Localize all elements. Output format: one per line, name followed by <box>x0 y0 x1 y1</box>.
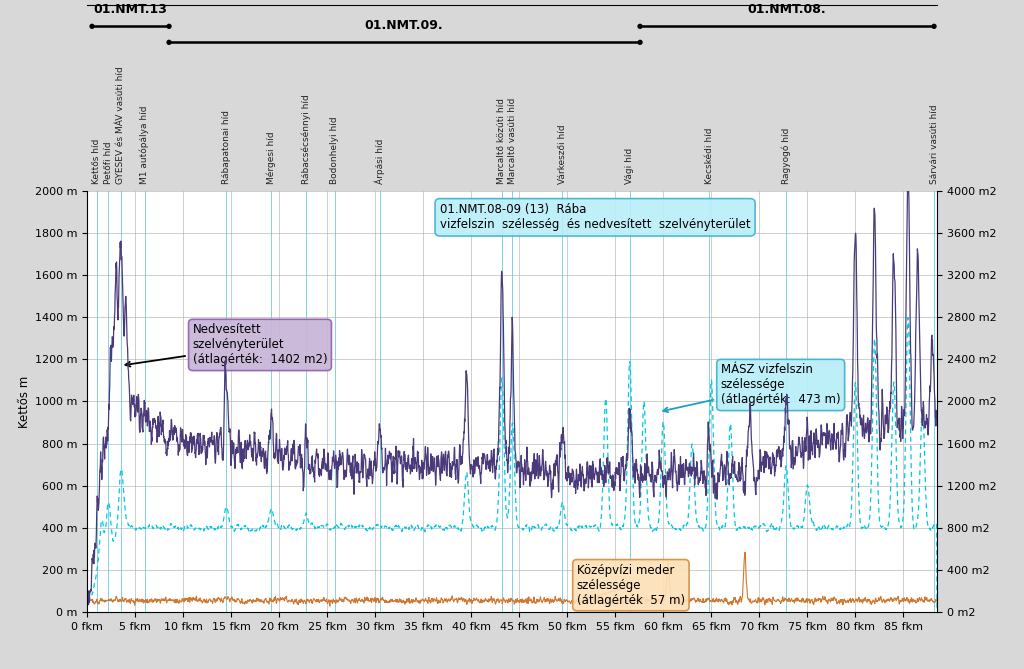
Text: Kettős híd: Kettős híd <box>92 138 101 184</box>
Text: Várkeszői híd: Várkeszői híd <box>558 124 567 184</box>
Text: ●: ● <box>89 23 95 29</box>
Text: 01.NMT.08.: 01.NMT.08. <box>748 3 826 15</box>
Text: ●: ● <box>166 23 172 29</box>
Text: Petőfi híd: Petőfi híd <box>103 141 113 184</box>
Text: Középvízi meder
szélessége
(átlagérték  57 m): Középvízi meder szélessége (átlagérték 5… <box>577 564 685 607</box>
Text: Rábapatonai híd: Rábapatonai híd <box>222 110 230 184</box>
Text: Nedvesített
szelvényterület
(átlagérték:  1402 m2): Nedvesített szelvényterület (átlagérték:… <box>125 323 328 367</box>
Text: Árpási híd: Árpási híd <box>375 138 385 184</box>
Text: Bodonhelyi híd: Bodonhelyi híd <box>331 116 339 184</box>
Text: 01.NMT.08-09 (13)  Rába
vizfelszin  szélesség  és nedvesített  szelvényterület: 01.NMT.08-09 (13) Rába vizfelszin széles… <box>439 203 751 231</box>
Text: Marcaltő közúti híd: Marcaltő közúti híd <box>498 98 507 184</box>
Text: ●: ● <box>636 39 642 45</box>
Text: 01.NMT.13: 01.NMT.13 <box>93 3 167 15</box>
Text: Mérgesi híd: Mérgesi híd <box>266 131 276 184</box>
Text: ●: ● <box>166 39 172 45</box>
Text: M1 autópálya híd: M1 autópálya híd <box>140 106 150 184</box>
Text: Ragyogó híd: Ragyogó híd <box>781 128 791 184</box>
Text: ●: ● <box>931 23 937 29</box>
Y-axis label: Kettős m: Kettős m <box>17 375 31 427</box>
Text: Vági híd: Vági híd <box>625 148 634 184</box>
Text: ●: ● <box>636 23 642 29</box>
Text: Marcaltő vasúti híd: Marcaltő vasúti híd <box>508 98 517 184</box>
Text: 01.NMT.09.: 01.NMT.09. <box>365 19 443 31</box>
Text: Rábacsécsénnyi híd: Rábacsécsénnyi híd <box>301 94 310 184</box>
Text: GYESEV és MÁV vasúti híd: GYESEV és MÁV vasúti híd <box>116 66 125 184</box>
Text: Kecskédi híd: Kecskédi híd <box>705 128 714 184</box>
Text: MÁSZ vizfelszin
szélessége
(átlagérték:  473 m): MÁSZ vizfelszin szélessége (átlagérték: … <box>664 363 841 412</box>
Text: Sárvári vasúti híd: Sárvári vasúti híd <box>930 104 939 184</box>
